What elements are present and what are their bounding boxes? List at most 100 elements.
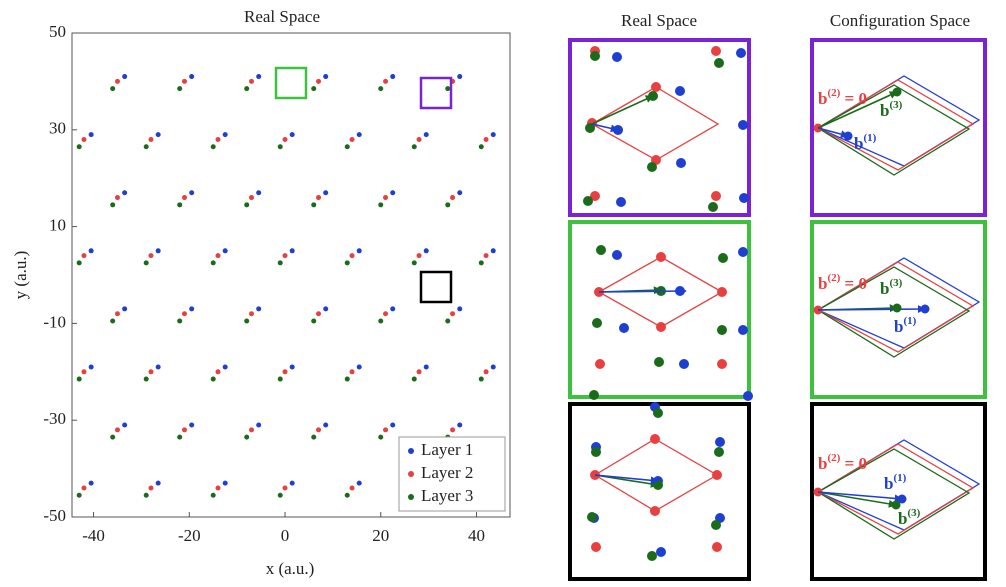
point [349, 136, 355, 142]
vector-base: b [880, 101, 889, 120]
point [110, 202, 116, 208]
point [222, 132, 228, 138]
region-box [419, 270, 453, 304]
point [210, 260, 216, 266]
point [189, 306, 195, 312]
arrow [817, 491, 897, 508]
insets: b(2) = 0b(3)b(1)b(2) = 0 b(3)b(1)b(2) = 0… [568, 38, 987, 581]
point [289, 248, 295, 254]
point [356, 248, 362, 254]
point [114, 427, 120, 433]
vector-index: (3) [889, 277, 902, 289]
legend: Layer 1 Layer 2 Layer 3 [398, 436, 506, 512]
plot-frame [71, 32, 511, 518]
atom [714, 447, 724, 457]
point [114, 78, 120, 84]
point [311, 86, 317, 92]
atom [712, 542, 722, 552]
point [445, 318, 451, 324]
vector-label: b(2) = 0 [818, 452, 867, 473]
vector-index: (1) [893, 472, 906, 484]
arrow [817, 305, 926, 314]
point [76, 144, 82, 150]
vector-label: b(3) [898, 507, 921, 528]
atom [590, 191, 600, 201]
y-tick-label: -50 [43, 506, 66, 525]
point [76, 376, 82, 382]
point [378, 434, 384, 440]
point [110, 318, 116, 324]
region-box [274, 66, 308, 100]
atom [589, 390, 599, 400]
vector-base: b [880, 279, 889, 298]
point [411, 376, 417, 382]
y-tick-label: 50 [49, 22, 66, 41]
vector-label: b(3) [880, 99, 903, 120]
atom [591, 542, 601, 552]
point [76, 260, 82, 266]
arrow [591, 123, 619, 133]
point [450, 195, 456, 201]
vector-base: b [818, 89, 827, 108]
point [423, 132, 429, 138]
point [316, 427, 322, 433]
point [81, 485, 87, 491]
point [148, 485, 154, 491]
point [457, 422, 463, 428]
vector-base: b [818, 274, 827, 293]
point [143, 376, 149, 382]
config-cell [816, 84, 971, 176]
point [189, 190, 195, 196]
config-cell [816, 443, 975, 535]
legend-box [398, 436, 506, 512]
point [155, 248, 161, 254]
config-cell [816, 261, 975, 353]
point [244, 318, 250, 324]
point [249, 78, 255, 84]
point [344, 376, 350, 382]
point [249, 311, 255, 317]
atom [675, 86, 685, 96]
atom [616, 197, 626, 207]
point [76, 492, 82, 498]
vector-eq: = 0 [840, 89, 867, 108]
point [189, 422, 195, 428]
legend-label: Layer 1 [421, 440, 473, 459]
point [277, 492, 283, 498]
atom [647, 551, 657, 561]
point [148, 136, 154, 142]
point [282, 485, 288, 491]
arrow [594, 474, 659, 485]
atom [656, 547, 666, 557]
vector-eq: = 0 [840, 454, 867, 473]
point [177, 318, 183, 324]
arrow [598, 287, 687, 296]
point [316, 78, 322, 84]
atom [738, 247, 748, 257]
point [383, 78, 389, 84]
point [215, 136, 221, 142]
x-tick-label: -20 [178, 526, 201, 545]
config-space-title: Configuration Space [830, 11, 970, 30]
point [390, 74, 396, 80]
atom [708, 202, 718, 212]
point [445, 202, 451, 208]
point [256, 74, 262, 80]
y-tick-label: 10 [49, 216, 66, 235]
point [114, 311, 120, 317]
point [311, 434, 317, 440]
point [383, 195, 389, 201]
inset-frame [810, 402, 987, 581]
atom [591, 447, 601, 457]
point [122, 422, 128, 428]
atom [592, 318, 602, 328]
vector-index: (3) [907, 507, 920, 519]
point [210, 492, 216, 498]
point [88, 132, 94, 138]
y-tick-label: 30 [49, 119, 66, 138]
atom [619, 323, 629, 333]
atom [583, 196, 593, 206]
point [423, 364, 429, 370]
point [323, 190, 329, 196]
arrow [817, 127, 849, 139]
